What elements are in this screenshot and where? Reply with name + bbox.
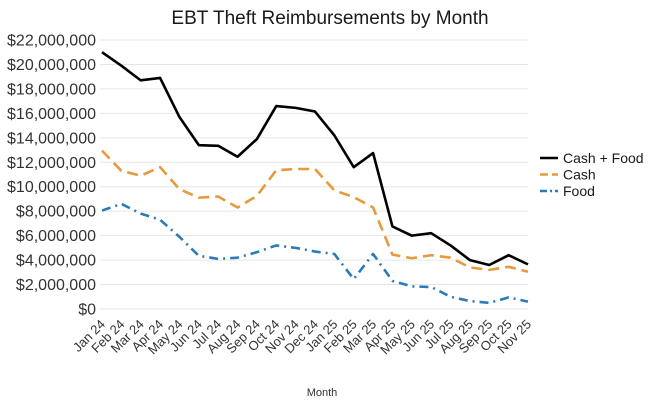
legend-item: Food	[540, 183, 595, 199]
y-tick-label: $18,000,000	[7, 81, 96, 98]
legend-item: Cash	[540, 167, 596, 183]
legend-label: Cash	[563, 167, 596, 183]
y-tick-label: $2,000,000	[16, 277, 96, 294]
y-tick-label: $4,000,000	[16, 253, 96, 270]
legend-item: Cash + Food	[540, 150, 644, 166]
series-line-cash-food	[101, 51, 529, 267]
y-tick-label: $16,000,000	[7, 106, 96, 123]
chart-title: EBT Theft Reimbursements by Month	[171, 8, 488, 29]
series-line-cash	[101, 149, 529, 273]
y-tick-label: $8,000,000	[16, 204, 96, 221]
series-lines	[101, 51, 529, 305]
x-axis-label: Month	[307, 387, 338, 399]
y-tick-label: $14,000,000	[7, 130, 96, 147]
series-line-food	[101, 202, 529, 305]
y-tick-label: $12,000,000	[7, 155, 96, 172]
y-tick-label: $6,000,000	[16, 228, 96, 245]
y-axis-tick-labels: $0 $2,000,000 $4,000,000 $6,000,000 $8,000,0…	[7, 33, 96, 319]
legend-label: Cash + Food	[563, 150, 644, 166]
y-tick-label: $22,000,000	[7, 33, 96, 50]
y-tick-label: $10,000,000	[7, 179, 96, 196]
grid-lines	[100, 39, 528, 310]
y-tick-label: $0	[78, 302, 96, 319]
y-tick-label: $20,000,000	[7, 57, 96, 74]
legend-label: Food	[563, 183, 595, 199]
